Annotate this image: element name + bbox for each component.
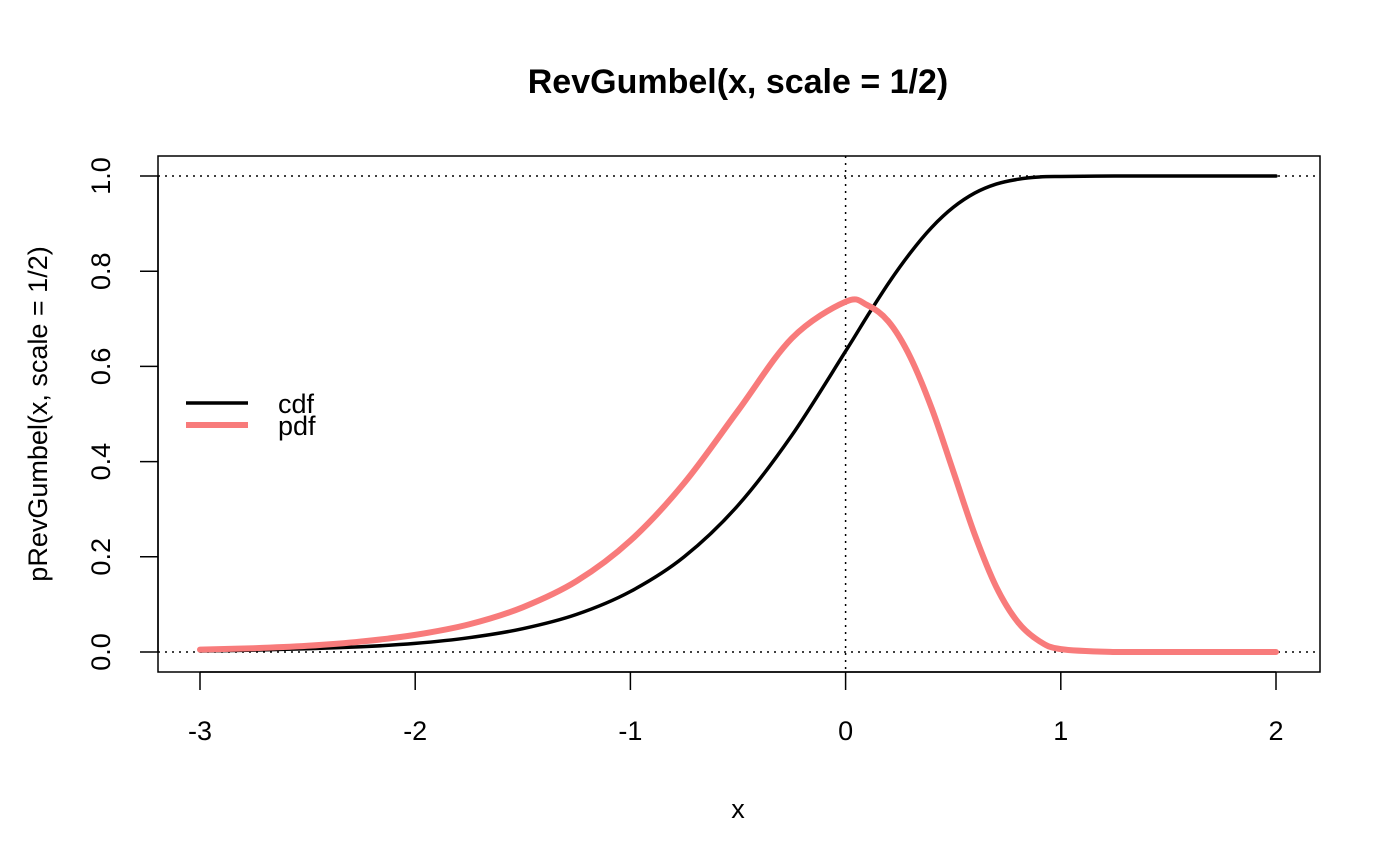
legend-label-pdf: pdf (278, 411, 316, 441)
series-line-pdf (197, 296, 1279, 655)
y-tick-label: 0.8 (86, 252, 116, 290)
x-tick-label: 1 (1053, 716, 1068, 746)
series-line-cdf (198, 174, 1278, 653)
y-axis-label: pRevGumbel(x, scale = 1/2) (23, 246, 53, 581)
y-tick-label: 0.4 (86, 443, 116, 481)
legend-label-cdf: cdf (278, 389, 315, 419)
x-axis-label: x (731, 794, 745, 824)
chart-title: RevGumbel(x, scale = 1/2) (528, 63, 948, 101)
x-tick-label: -2 (403, 716, 427, 746)
x-tick-label: -3 (188, 716, 212, 746)
y-tick-label: 1.0 (86, 157, 116, 195)
x-tick-label: 2 (1268, 716, 1283, 746)
x-tick-label: -1 (618, 716, 642, 746)
x-tick-label: 0 (838, 716, 853, 746)
y-tick-label: 0.0 (86, 633, 116, 671)
y-tick-label: 0.6 (86, 348, 116, 386)
y-tick-label: 0.2 (86, 538, 116, 576)
